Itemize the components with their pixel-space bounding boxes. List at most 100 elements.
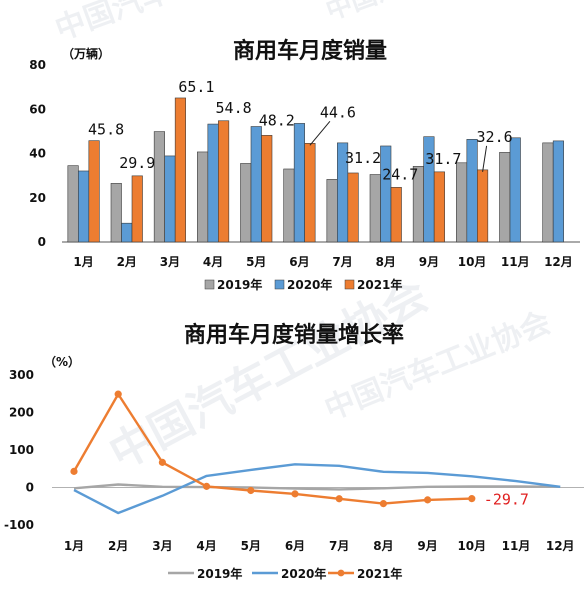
line-series-2019年 — [73, 483, 561, 491]
line-x-tick-label: 1月 — [64, 539, 84, 553]
bar-2020年-12月 — [552, 140, 564, 243]
line-point-2021年-9月 — [424, 496, 432, 504]
bar-2020年-11月 — [509, 137, 521, 243]
bar-unit-label: （万辆） — [62, 46, 110, 61]
watermark-text: 中国汽车工业协会 — [322, 0, 528, 27]
line-legend-label: 2020年 — [281, 566, 326, 581]
bar-data-label: 32.6 — [477, 128, 513, 146]
line-point-2021年-8月 — [379, 500, 387, 508]
line-series-2020年 — [73, 463, 561, 515]
bar-2020年-8月 — [380, 145, 392, 243]
bar-x-tick-label: 5月 — [246, 255, 266, 269]
bar-2020年-10月 — [466, 139, 478, 243]
line-point-2021年-7月 — [335, 495, 343, 503]
bar-x-tick-label: 11月 — [501, 255, 530, 269]
bar-2019年-1月 — [67, 165, 79, 243]
line-annotation-label: -29.7 — [484, 491, 529, 509]
bar-legend-label: 2019年 — [217, 277, 262, 292]
bar-2021年-10月 — [477, 169, 489, 243]
bar-y-tick-label: 0 — [38, 235, 46, 249]
bar-2020年-5月 — [250, 126, 262, 243]
bar-2021年-3月 — [174, 97, 186, 243]
bar-legend-swatch-2021年 — [344, 279, 355, 290]
bar-2019年-6月 — [283, 168, 295, 243]
bar-data-label: 54.8 — [216, 99, 252, 117]
bar-2019年-4月 — [197, 151, 209, 243]
bar-data-label: 44.6 — [320, 103, 356, 121]
line-point-2021年-3月 — [158, 458, 166, 466]
bar-x-tick-label: 12月 — [544, 255, 573, 269]
line-point-2021年-10月 — [468, 495, 476, 503]
bar-x-tick-label: 3月 — [160, 255, 180, 269]
line-unit-label: （%） — [44, 354, 80, 369]
bar-x-tick-label: 9月 — [419, 255, 439, 269]
line-x-tick-label: 2月 — [108, 539, 128, 553]
line-point-2021年-5月 — [247, 486, 255, 495]
bar-2021年-5月 — [261, 135, 273, 243]
line-x-tick-label: 6月 — [285, 539, 305, 553]
bar-2020年-6月 — [293, 123, 305, 243]
line-x-tick-label: 12月 — [546, 539, 575, 553]
line-x-tick-label: 4月 — [196, 539, 216, 553]
bar-y-tick-label: 60 — [29, 102, 46, 116]
bar-2019年-3月 — [153, 131, 165, 243]
line-legend-marker — [337, 569, 345, 577]
bar-legend-swatch-2020年 — [274, 279, 285, 290]
bar-y-tick-label: 80 — [29, 58, 46, 72]
bar-2021年-9月 — [433, 171, 445, 243]
bar-2021年-6月 — [304, 143, 316, 243]
line-x-tick-label: 5月 — [241, 539, 261, 553]
line-point-2021年-4月 — [203, 482, 211, 490]
bar-x-tick-label: 7月 — [332, 255, 352, 269]
bar-y-tick-label: 40 — [29, 147, 46, 161]
bar-data-label: 48.2 — [259, 111, 295, 129]
bar-data-label-leader — [309, 121, 331, 146]
bar-data-label: 24.7 — [382, 165, 418, 183]
bar-2021年-8月 — [390, 187, 402, 243]
line-x-tick-label: 8月 — [373, 539, 393, 553]
bar-chart-title: 商用车月度销量 — [233, 38, 387, 64]
bar-2020年-3月 — [164, 155, 176, 243]
bar-2019年-8月 — [369, 174, 381, 243]
bar-2019年-5月 — [240, 163, 252, 243]
bar-legend-label: 2020年 — [287, 277, 332, 292]
line-y-tick-label: 0 — [26, 481, 34, 495]
bar-2019年-7月 — [326, 179, 338, 243]
bar-2019年-12月 — [542, 142, 554, 243]
line-x-tick-label: 3月 — [152, 539, 172, 553]
line-point-2021年-1月 — [70, 467, 78, 475]
bar-2020年-4月 — [207, 123, 219, 243]
line-legend-label: 2019年 — [197, 566, 242, 581]
line-legend-label: 2021年 — [357, 566, 402, 581]
bar-x-tick-label: 4月 — [203, 255, 223, 269]
bar-2019年-11月 — [499, 152, 511, 243]
bar-data-label: 29.9 — [119, 154, 155, 172]
bar-y-tick-label: 20 — [29, 191, 46, 205]
line-y-tick-label: -100 — [4, 518, 34, 532]
line-point-2021年-2月 — [114, 390, 122, 398]
bar-data-label: 31.2 — [345, 149, 381, 167]
line-point-2021年-6月 — [291, 490, 299, 498]
bar-2021年-7月 — [347, 172, 359, 243]
bar-data-label-leader — [482, 145, 488, 172]
line-chart-title: 商用车月度销量增长率 — [184, 322, 404, 348]
bar-data-label: 31.7 — [425, 150, 461, 168]
bar-legend-swatch-2019年 — [204, 279, 215, 290]
line-y-tick-label: 300 — [9, 368, 34, 382]
bar-2019年-2月 — [110, 183, 122, 243]
line-x-tick-label: 11月 — [502, 539, 531, 553]
bar-legend-label: 2021年 — [357, 277, 402, 292]
bar-x-tick-label: 6月 — [289, 255, 309, 269]
line-y-tick-label: 100 — [9, 443, 34, 457]
bar-data-label: 45.8 — [88, 121, 124, 139]
bar-2019年-10月 — [456, 162, 468, 243]
line-x-tick-label: 9月 — [417, 539, 437, 553]
bar-2021年-2月 — [131, 175, 143, 243]
bar-data-label: 65.1 — [178, 78, 214, 96]
line-x-tick-label: 7月 — [329, 539, 349, 553]
bar-x-tick-label: 2月 — [117, 255, 137, 269]
line-x-tick-label: 10月 — [457, 539, 486, 553]
bar-2020年-1月 — [78, 170, 90, 243]
bar-2021年-4月 — [218, 120, 230, 243]
